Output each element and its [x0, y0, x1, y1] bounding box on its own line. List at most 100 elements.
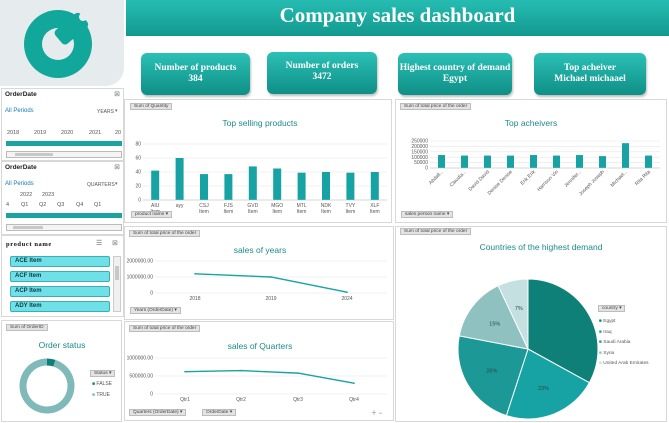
quarter-tick: Q2	[39, 202, 47, 208]
axis-field-button[interactable]: Quarters (OrderDate) ▾	[129, 409, 187, 416]
data-point	[270, 276, 272, 278]
clear-filter-icon[interactable]: ⊠	[114, 164, 120, 171]
pie-slice	[458, 284, 529, 350]
quarter-tick: Q1	[21, 202, 29, 208]
field-button[interactable]: Sum of OrderID	[6, 324, 48, 331]
timeline-bar[interactable]	[6, 213, 122, 218]
axis-field-button[interactable]: sales person name ▾	[401, 211, 454, 218]
data-point	[184, 370, 186, 373]
kpi-label: Number of orders	[285, 61, 359, 71]
kpi-value: Egypt	[442, 74, 468, 84]
legend-filter-button[interactable]: Status ▾	[90, 370, 116, 377]
y-tick-label: 0	[425, 166, 428, 172]
sales-years-panel: Sum of total price of the order sales of…	[124, 226, 394, 320]
x-tick-label: Abdall...	[428, 169, 445, 186]
pie-data-label: 15%	[489, 321, 500, 327]
chevron-down-icon[interactable]: ▾	[115, 181, 118, 187]
bar	[645, 155, 652, 168]
order-status-panel: Sum of OrderID Order status Status ▾ ■ F…	[1, 320, 122, 422]
timeline-scrollbar[interactable]	[6, 224, 122, 231]
bar	[507, 155, 514, 168]
x-tick-label: GVD	[247, 203, 258, 209]
donut-segment	[19, 358, 75, 414]
series-line	[184, 369, 355, 384]
y-tick-label: 100000	[411, 155, 428, 161]
field-button[interactable]: Sum of total price of the order	[400, 103, 472, 110]
bar	[576, 155, 583, 168]
year-tick: 2023	[42, 192, 55, 198]
time-level-dropdown[interactable]: YEARS	[97, 109, 114, 115]
all-periods-link[interactable]: All Periods	[5, 108, 34, 114]
clear-filter-icon[interactable]: ⊠	[114, 91, 120, 98]
field-button[interactable]: Sum of Quantity	[130, 103, 173, 110]
year-tick: 2019	[34, 130, 47, 136]
x-tick-label: ayy	[176, 203, 184, 209]
y-tick-label: 50000	[414, 160, 428, 166]
legend-entry: ■ United Arab Emirates	[599, 361, 649, 366]
x-tick-label: FJS	[224, 203, 234, 209]
x-tick-label: Harrison Vin	[536, 169, 560, 193]
kpi-top-achiever: Top acheiver Michael michaael	[534, 53, 646, 95]
pie-data-label: 26%	[486, 368, 497, 374]
product-item[interactable]: ADY Item	[10, 301, 110, 312]
multi-select-icon[interactable]: ☰	[96, 240, 103, 247]
axis-field-button[interactable]: Years (OrderDate) ▾	[130, 307, 181, 314]
kpi-highest-country: Highest country of demand Egypt	[398, 53, 512, 95]
product-name-slicer[interactable]: product name ☰ ⊠ ACE Item ACF Item ACP I…	[1, 235, 124, 317]
x-tick-label: TVY	[346, 203, 356, 209]
field-button[interactable]: Sum of total price of the order	[400, 228, 472, 235]
field-button[interactable]: Sum of total price of the order	[129, 230, 201, 237]
y-tick-label: 1000000.00	[127, 275, 154, 281]
countries-panel: Sum of total price of the order Countrie…	[395, 226, 667, 422]
quarter-tick: Q4	[76, 202, 84, 208]
kpi-value: 384	[188, 74, 203, 84]
product-scrollbar[interactable]	[113, 256, 121, 312]
quarter-tick: 4	[6, 202, 10, 208]
product-item[interactable]: ACE Item	[10, 256, 110, 267]
product-item[interactable]: ACF Item	[10, 271, 110, 282]
x-tick-label: Qtr4	[349, 397, 359, 403]
data-point	[297, 372, 299, 374]
legend-entry-false: ■ FALSE	[92, 381, 112, 387]
time-level-dropdown[interactable]: QUARTERS	[87, 182, 115, 188]
y-tick-label: 40	[135, 170, 141, 176]
slicer-title: product name	[6, 241, 52, 248]
bar	[175, 158, 184, 200]
all-periods-link[interactable]: All Periods	[5, 181, 34, 187]
logo-tile	[0, 0, 124, 86]
x-tick-label: Qtr1	[180, 397, 190, 403]
orderdate-quarters-slicer[interactable]: OrderDate ⊠ All Periods QUARTERS ▾ 2022 …	[1, 161, 124, 235]
kpi-label: Number of products	[154, 63, 237, 73]
pie-slice	[527, 278, 599, 384]
x-tick-label: 2019	[265, 296, 276, 302]
x-tick-label: Item	[321, 209, 331, 215]
axis-field-button[interactable]: product name ▾	[131, 211, 173, 218]
kpi-label: Highest country of demand	[399, 63, 511, 73]
x-tick-label: Claudia...	[449, 169, 468, 188]
chart-title: Top selling products	[222, 118, 298, 128]
orderdate-years-slicer[interactable]: OrderDate ⊠ All Periods YEARS ▾ 2018 201…	[1, 88, 124, 161]
x-tick-label: Qtr3	[293, 397, 303, 403]
sales-quarters-panel: Sum of total price of the order sales of…	[124, 321, 394, 421]
quarter-tick: Q1	[94, 202, 102, 208]
bar	[273, 168, 282, 200]
timeline-bar[interactable]	[6, 141, 122, 146]
x-tick-label: Item	[199, 209, 209, 215]
chart-title: sales of years	[233, 245, 287, 255]
bar	[553, 155, 560, 168]
y-tick-label: 0	[150, 291, 153, 297]
bar	[151, 170, 160, 200]
clear-filter-icon[interactable]: ⊠	[112, 240, 118, 247]
sales-quarters-line-chart: 0 500000.00 1000000.00 Qtr1 Qtr2 Qtr3 Qtr4	[127, 356, 387, 403]
axis-field-button[interactable]: OrderDate ▾	[202, 409, 237, 416]
chart-title: Countries of the highest demand	[479, 242, 603, 252]
chevron-down-icon[interactable]: ▾	[115, 108, 118, 114]
countries-pie-chart: 23% 26% 15% 7%	[457, 278, 599, 420]
field-button[interactable]: Sum of total price of the order	[129, 325, 201, 332]
timeline-scrollbar[interactable]	[6, 151, 122, 158]
expand-collapse-icon[interactable]: ＋ −	[371, 411, 383, 417]
y-tick-label: 500000.00	[129, 374, 153, 380]
legend-filter-button[interactable]: country ▾	[598, 305, 626, 312]
product-item[interactable]: ACP Item	[10, 286, 110, 297]
data-point	[346, 291, 348, 293]
